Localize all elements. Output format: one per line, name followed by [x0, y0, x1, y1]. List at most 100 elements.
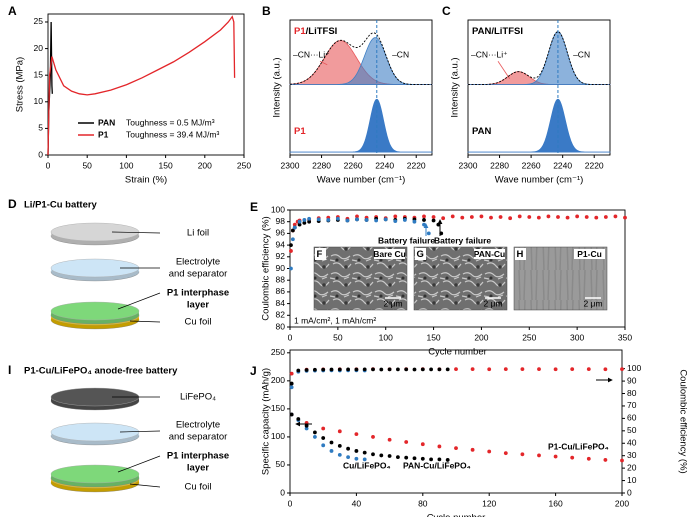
data-point: [304, 426, 309, 431]
data-point: [536, 215, 541, 220]
annotation: Battery failure: [378, 235, 435, 245]
data-point: [345, 218, 350, 223]
y-tick-label: 100: [271, 204, 285, 214]
y-tick-label: 82: [276, 310, 286, 320]
x-tick-label: 150: [426, 332, 440, 342]
data-point: [289, 385, 294, 390]
y2-axis-label: Coulombic efficiency (%): [677, 369, 688, 473]
x-tick-label: 250: [522, 332, 536, 342]
inset-letter-box: [415, 248, 426, 260]
data-point: [450, 214, 455, 219]
data-point: [429, 457, 433, 462]
layer-label: layer: [187, 300, 209, 311]
layer-label: and separator: [169, 269, 228, 280]
data-point: [379, 453, 384, 458]
y2-tick-label: 70: [627, 400, 637, 410]
data-point: [584, 215, 589, 219]
data-point: [313, 435, 317, 439]
data-point: [354, 367, 359, 372]
data-point: [290, 228, 295, 233]
data-point: [335, 216, 340, 221]
y-tick-label: 5: [38, 123, 43, 133]
y-tick-label: 80: [276, 321, 286, 331]
panel-letter: A: [8, 4, 17, 18]
data-point: [431, 215, 436, 219]
y2-tick-label: 50: [627, 425, 637, 435]
data-point: [420, 442, 425, 447]
data-point: [396, 455, 400, 460]
fit-envelope: [289, 32, 432, 86]
layer-label: P1 interphase: [167, 451, 229, 462]
data-point: [387, 454, 392, 458]
data-point: [441, 216, 446, 221]
inset-label: Bare Cu: [373, 249, 406, 259]
spectrum-label: P1: [294, 126, 306, 137]
data-point: [420, 367, 425, 372]
layer-label: Cu foil: [185, 482, 212, 493]
data-point: [537, 453, 541, 458]
x-tick-label: 2280: [312, 160, 331, 170]
data-point: [402, 218, 407, 222]
data-point: [422, 214, 426, 219]
data-point: [313, 367, 317, 372]
data-point: [292, 222, 297, 227]
data-point: [575, 214, 580, 219]
data-point: [337, 443, 342, 448]
plot-frame: [289, 19, 433, 156]
x-axis-label: Wave number (cm⁻¹): [317, 175, 406, 186]
series-label: Cu/LiFePO₄: [343, 460, 391, 470]
data-point: [454, 446, 458, 451]
layer-label: Li foil: [187, 228, 209, 239]
x-tick-label: 0: [288, 498, 293, 508]
y2-tick-label: 40: [627, 438, 637, 448]
data-point: [326, 218, 331, 222]
x-tick-label: 120: [482, 498, 496, 508]
fitted-peak: [289, 98, 433, 153]
data-point: [321, 426, 326, 431]
layer-label: Electrolyte: [176, 257, 220, 268]
peak-name: –CN: [392, 49, 409, 59]
layer-disk: [50, 464, 140, 484]
data-point: [437, 457, 442, 462]
label-part: PAN: [472, 126, 491, 137]
y-tick-label: 94: [276, 239, 286, 249]
data-point: [594, 215, 599, 220]
data-point: [289, 266, 293, 271]
y-axis-label: Intensity (a.u.): [272, 57, 283, 117]
data-point: [517, 214, 522, 219]
leader-line: [129, 483, 161, 488]
x-tick-label: 200: [474, 332, 488, 342]
data-point: [527, 215, 532, 219]
x-tick-label: 250: [237, 160, 251, 170]
label-part: /LiTFSI: [306, 26, 338, 37]
y-tick-label: 200: [271, 375, 285, 385]
data-point: [470, 447, 475, 452]
series-label: P1-Cu/LiFePO₄: [548, 441, 609, 451]
x-tick-label: 200: [615, 498, 629, 508]
x-tick-label: 2240: [375, 160, 394, 170]
data-point: [460, 215, 465, 220]
inset-label-box: [574, 249, 605, 259]
data-point: [289, 381, 294, 386]
data-point: [371, 452, 375, 457]
fitted-peak: [289, 37, 433, 85]
data-point: [537, 367, 541, 372]
label-part: P1: [294, 126, 306, 137]
y2-tick-label: 60: [627, 413, 637, 423]
y-axis-label: Coulombic efficiency (%): [261, 216, 272, 320]
data-point: [487, 367, 492, 372]
y-tick-label: 92: [276, 251, 286, 261]
data-point: [364, 218, 369, 222]
layer-label: layer: [187, 463, 209, 474]
y2-tick-label: 0: [627, 487, 632, 497]
y2-tick-label: 80: [627, 388, 637, 398]
panel-letter: D: [8, 197, 17, 211]
data-point: [620, 458, 624, 463]
data-point: [329, 440, 334, 445]
data-point: [355, 214, 359, 219]
data-point: [422, 218, 426, 222]
y-tick-label: 25: [34, 16, 44, 26]
y-axis-label: Intensity (a.u.): [450, 57, 461, 117]
label-part: P1: [294, 26, 306, 37]
